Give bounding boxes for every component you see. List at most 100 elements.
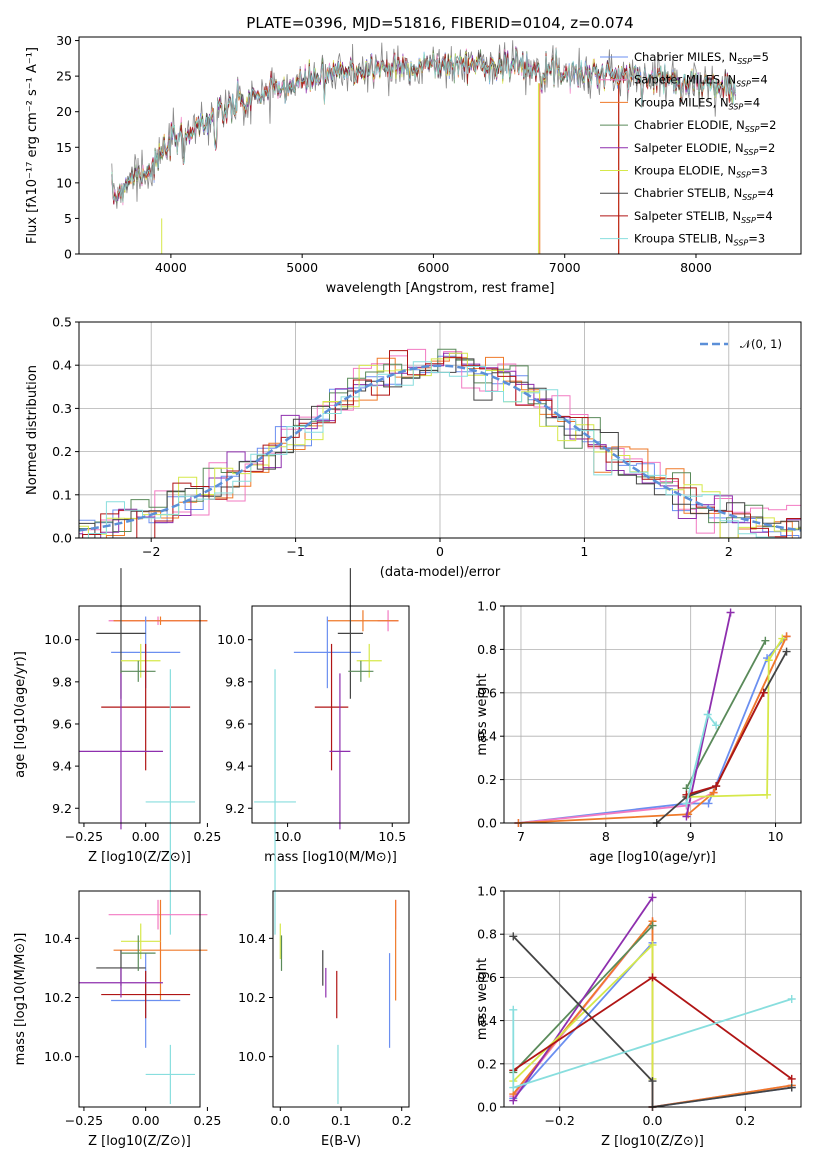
y-tick-label: 0.6 bbox=[477, 685, 497, 700]
residual-histogram bbox=[79, 352, 801, 539]
axes-frame bbox=[251, 605, 410, 824]
mass-weight-line bbox=[686, 638, 784, 798]
model-spectrum bbox=[111, 47, 736, 205]
x-axis-label: mass [log10(M/M⊙)] bbox=[264, 850, 397, 865]
y-tick-label: 10.4 bbox=[44, 931, 72, 946]
y-tick-label: 9.6 bbox=[225, 716, 245, 731]
legend-label: Chabrier STELIB, NSSP=4 bbox=[634, 186, 774, 202]
normal-curve bbox=[78, 364, 802, 532]
mass-weight-marker bbox=[648, 973, 657, 982]
y-axis-label: Flux [fλ10⁻¹⁷ erg cm⁻² s⁻¹ A⁻¹] bbox=[25, 47, 40, 244]
legend-label: Kroupa MILES, NSSP=4 bbox=[634, 95, 760, 111]
x-tick-label: 0.1 bbox=[331, 1113, 351, 1128]
y-axis-label: mass weight bbox=[475, 673, 490, 755]
axes-frame bbox=[78, 321, 802, 539]
y-tick-label: 0.0 bbox=[477, 1100, 497, 1115]
mass-weight-marker bbox=[761, 636, 770, 645]
legend-label: Salpeter MILES, NSSP=4 bbox=[634, 73, 768, 89]
x-tick-label: 7000 bbox=[549, 260, 581, 275]
x-tick-label: 0.0 bbox=[270, 1113, 290, 1128]
x-tick-label: 10 bbox=[768, 829, 784, 844]
x-tick-label: 4000 bbox=[155, 260, 187, 275]
y-tick-label: 0.4 bbox=[52, 358, 72, 373]
y-tick-label: 9.2 bbox=[225, 801, 245, 816]
y-tick-label: 0.0 bbox=[477, 816, 497, 831]
mass-weight-line bbox=[512, 935, 792, 1109]
y-tick-label: 1.0 bbox=[477, 599, 497, 614]
legend-label: Chabrier MILES, NSSP=5 bbox=[634, 50, 769, 66]
y-tick-label: 1.0 bbox=[477, 884, 497, 899]
mass-weight-marker bbox=[782, 632, 791, 641]
x-axis-label: E(B-V) bbox=[321, 1134, 361, 1149]
y-tick-label: 9.2 bbox=[52, 801, 72, 816]
legend-label: 𝒩(0, 1) bbox=[740, 337, 782, 351]
x-tick-label: −2 bbox=[142, 544, 160, 559]
x-tick-label: 10.5 bbox=[378, 829, 406, 844]
x-axis-label: Z [log10(Z/Z⊙)] bbox=[601, 1134, 704, 1149]
y-tick-label: 0.6 bbox=[477, 970, 497, 985]
mass-weight-marker bbox=[782, 647, 791, 656]
x-axis-label: age [log10(age/yr)] bbox=[589, 850, 716, 865]
x-tick-label: 6000 bbox=[418, 260, 450, 275]
y-axis-label: age [log10(age/yr)] bbox=[13, 651, 28, 778]
mass-weight-marker bbox=[763, 790, 772, 799]
mass-weight-marker bbox=[648, 941, 657, 949]
mass-weight-line bbox=[512, 896, 654, 1102]
y-tick-label: 0.8 bbox=[477, 927, 497, 942]
y-tick-label: 20 bbox=[56, 104, 72, 119]
mass-weight-marker bbox=[787, 995, 796, 1003]
mass-weight-line bbox=[518, 636, 788, 824]
legend-label: Salpeter ELODIE, NSSP=2 bbox=[634, 141, 775, 157]
y-tick-label: 9.8 bbox=[225, 674, 245, 689]
model-spectrum bbox=[111, 48, 736, 203]
y-tick-label: 5 bbox=[64, 211, 72, 226]
mass-weight-marker bbox=[509, 1005, 518, 1014]
x-tick-label: 1 bbox=[580, 544, 588, 559]
y-tick-label: 30 bbox=[56, 33, 72, 48]
x-tick-label: 0.0 bbox=[643, 1113, 663, 1128]
axes-frame bbox=[503, 605, 802, 824]
y-tick-label: 10.0 bbox=[217, 632, 245, 647]
x-tick-label: −1 bbox=[286, 544, 304, 559]
y-tick-label: 10 bbox=[56, 175, 72, 190]
mass-weight-marker bbox=[509, 1083, 518, 1092]
legend-label: Kroupa ELODIE, NSSP=3 bbox=[634, 164, 768, 180]
mass-weight-marker bbox=[648, 1077, 657, 1086]
y-axis-label: mass weight bbox=[475, 958, 490, 1040]
mass-weight-marker bbox=[709, 788, 718, 797]
y-tick-label: 10.4 bbox=[238, 931, 266, 946]
y-tick-label: 10.0 bbox=[44, 1049, 72, 1064]
y-tick-label: 0.2 bbox=[477, 772, 497, 787]
x-tick-label: 2 bbox=[725, 544, 733, 559]
x-tick-label: 7 bbox=[517, 829, 525, 844]
axes-frame bbox=[78, 36, 802, 255]
mass-weight-marker bbox=[509, 1096, 518, 1105]
y-axis-label: mass [log10(M/M⊙)] bbox=[13, 933, 28, 1066]
x-axis-label: Z [log10(Z/Z⊙)] bbox=[88, 850, 191, 865]
x-tick-label: 0.00 bbox=[132, 829, 160, 844]
y-tick-label: 0.5 bbox=[52, 315, 72, 330]
x-tick-label: 9 bbox=[687, 829, 695, 844]
y-axis-label: Normed distribution bbox=[25, 365, 40, 495]
y-tick-label: 15 bbox=[56, 140, 72, 155]
y-tick-label: 10.2 bbox=[238, 990, 266, 1005]
mass-weight-marker bbox=[648, 893, 657, 902]
legend-label: Salpeter STELIB, NSSP=4 bbox=[634, 209, 773, 225]
x-tick-label: 0.2 bbox=[735, 1113, 755, 1128]
x-tick-label: −0.25 bbox=[65, 829, 103, 844]
y-tick-label: 10.2 bbox=[44, 990, 72, 1005]
axes-frame bbox=[78, 605, 201, 824]
axes-frame bbox=[272, 890, 410, 1108]
mass-weight-marker bbox=[787, 1074, 796, 1083]
x-tick-label: 0.25 bbox=[193, 1113, 221, 1128]
y-tick-label: 0.3 bbox=[52, 401, 72, 416]
x-tick-label: 0.25 bbox=[193, 829, 221, 844]
y-tick-label: 10.0 bbox=[238, 1049, 266, 1064]
mass-weight-marker bbox=[703, 710, 712, 719]
legend-label: Chabrier ELODIE, NSSP=2 bbox=[634, 118, 776, 134]
mass-weight-marker bbox=[682, 812, 691, 821]
axes-frame bbox=[503, 890, 802, 1108]
y-tick-label: 0 bbox=[64, 247, 72, 262]
x-tick-label: 10.0 bbox=[274, 829, 302, 844]
